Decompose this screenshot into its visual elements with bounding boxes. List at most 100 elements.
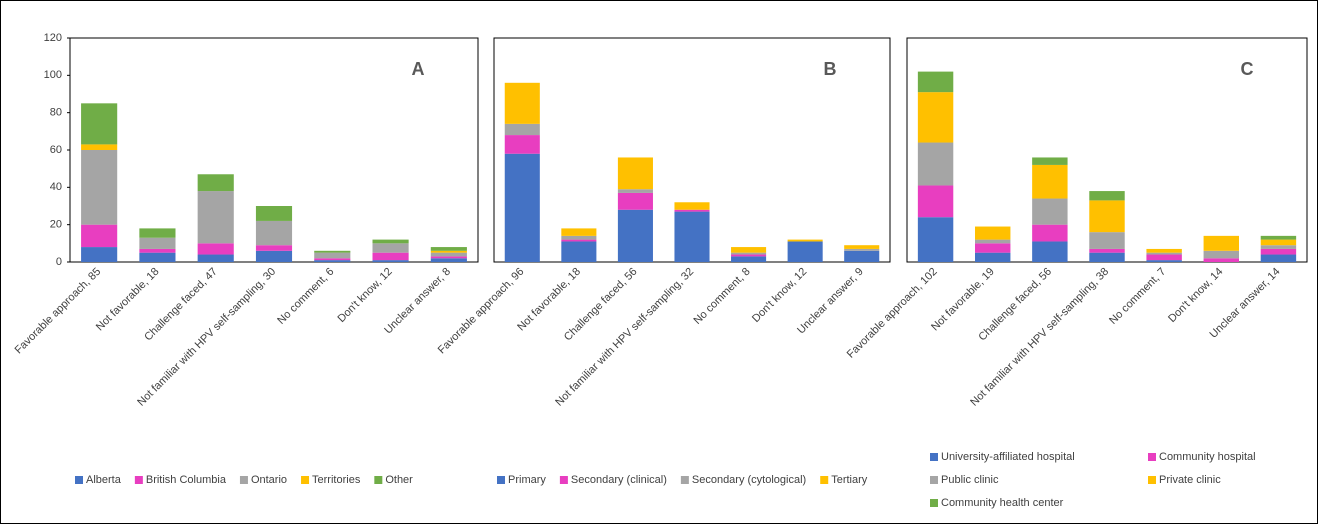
bar-segment [975, 252, 1011, 262]
legend-swatch [930, 476, 938, 484]
legend-swatch [374, 476, 383, 484]
bar-segment [197, 174, 234, 192]
legend-label: Alberta [86, 474, 122, 486]
bar-segment [975, 226, 1011, 240]
panel-letter: A [412, 59, 425, 79]
legend-swatch [820, 476, 829, 484]
y-tick-label: 80 [50, 107, 62, 119]
bar-segment [917, 142, 954, 186]
bar-segment [1089, 248, 1125, 253]
panel-letter: C [1241, 59, 1254, 79]
bar-segment [139, 237, 176, 249]
bar-segment [1032, 164, 1068, 199]
bar-segment [917, 217, 954, 262]
legend-swatch [134, 476, 143, 484]
bar-segment [731, 256, 767, 262]
y-tick-label: 120 [44, 32, 62, 44]
bar-segment [372, 252, 409, 261]
bar-segment [1260, 235, 1297, 240]
legend-swatch [75, 476, 83, 484]
bar-segment [561, 228, 597, 236]
bar-segment [139, 228, 176, 238]
bar-segment [975, 243, 1011, 253]
bar-segment [1032, 241, 1068, 262]
legend-label: Primary [508, 474, 546, 486]
legend-label: Tertiary [831, 474, 868, 486]
bar-segment [1089, 252, 1125, 262]
bar-segment [617, 209, 653, 262]
bar-segment [255, 206, 293, 221]
bar-segment [617, 189, 653, 193]
bar-segment [1089, 232, 1125, 249]
bar-segment [844, 248, 880, 251]
bar-segment [731, 247, 767, 253]
bar-segment [314, 258, 351, 261]
bar-segment [1260, 248, 1297, 255]
legend-swatch [301, 476, 310, 484]
bar-segment [975, 239, 1011, 244]
bar-segment [430, 250, 467, 253]
bar-segment [844, 250, 880, 262]
legend-label: Other [385, 474, 413, 486]
bar-segment [1089, 191, 1125, 201]
legend-label: Public clinic [941, 474, 999, 486]
bar-segment [1146, 252, 1182, 255]
bar-segment [504, 82, 540, 124]
bar-segment [674, 202, 710, 210]
bar-segment [1146, 254, 1182, 261]
bar-segment [844, 245, 880, 249]
bar-segment [81, 247, 118, 262]
bar-segment [1260, 245, 1297, 249]
bar-segment [197, 254, 234, 262]
bar-segment [1260, 239, 1297, 246]
bar-segment [1203, 250, 1239, 259]
legend-label: British Columbia [146, 474, 227, 486]
bar-segment [255, 250, 293, 262]
legend-label: Secondary (cytological) [692, 474, 806, 486]
bar-segment [314, 252, 351, 259]
bar-segment [372, 243, 409, 253]
bar-segment [617, 192, 653, 210]
bar-segment [372, 239, 409, 244]
legend-swatch [1148, 476, 1156, 484]
bar-segment [430, 256, 467, 259]
y-tick-label: 40 [50, 181, 62, 193]
legend-label: Secondary (clinical) [571, 474, 667, 486]
bar-segment [731, 254, 767, 257]
bar-segment [372, 260, 409, 262]
bar-segment [561, 235, 597, 240]
bar-segment [504, 135, 540, 154]
bar-segment [430, 258, 467, 262]
bar-segment [917, 92, 954, 143]
legend-label: Private clinic [1159, 474, 1221, 486]
bar-segment [1203, 235, 1239, 251]
bar-segment [430, 252, 467, 257]
bar-segment [1146, 248, 1182, 253]
bar-segment [430, 247, 467, 251]
bar-segment [139, 252, 176, 262]
bar-segment [504, 153, 540, 262]
legend-label: Territories [312, 474, 361, 486]
bar-segment [255, 245, 293, 251]
legend-swatch [497, 476, 505, 484]
bar-segment [1203, 258, 1239, 262]
bar-segment [1089, 200, 1125, 233]
legend-swatch [930, 453, 938, 461]
bar-segment [197, 243, 234, 255]
bar-segment [1032, 224, 1068, 242]
bar-segment [674, 211, 710, 262]
bar-segment [314, 250, 351, 253]
legend-swatch [239, 476, 248, 484]
y-tick-label: 100 [44, 69, 62, 81]
bar-segment [81, 103, 118, 145]
legend-label: Community hospital [1159, 451, 1256, 463]
bar-segment [81, 144, 118, 150]
bar-segment [674, 209, 710, 212]
legend-label: Ontario [251, 474, 287, 486]
bar-segment [314, 260, 351, 262]
bar-segment [731, 252, 767, 255]
bar-segment [617, 157, 653, 190]
y-tick-label: 20 [50, 219, 62, 231]
